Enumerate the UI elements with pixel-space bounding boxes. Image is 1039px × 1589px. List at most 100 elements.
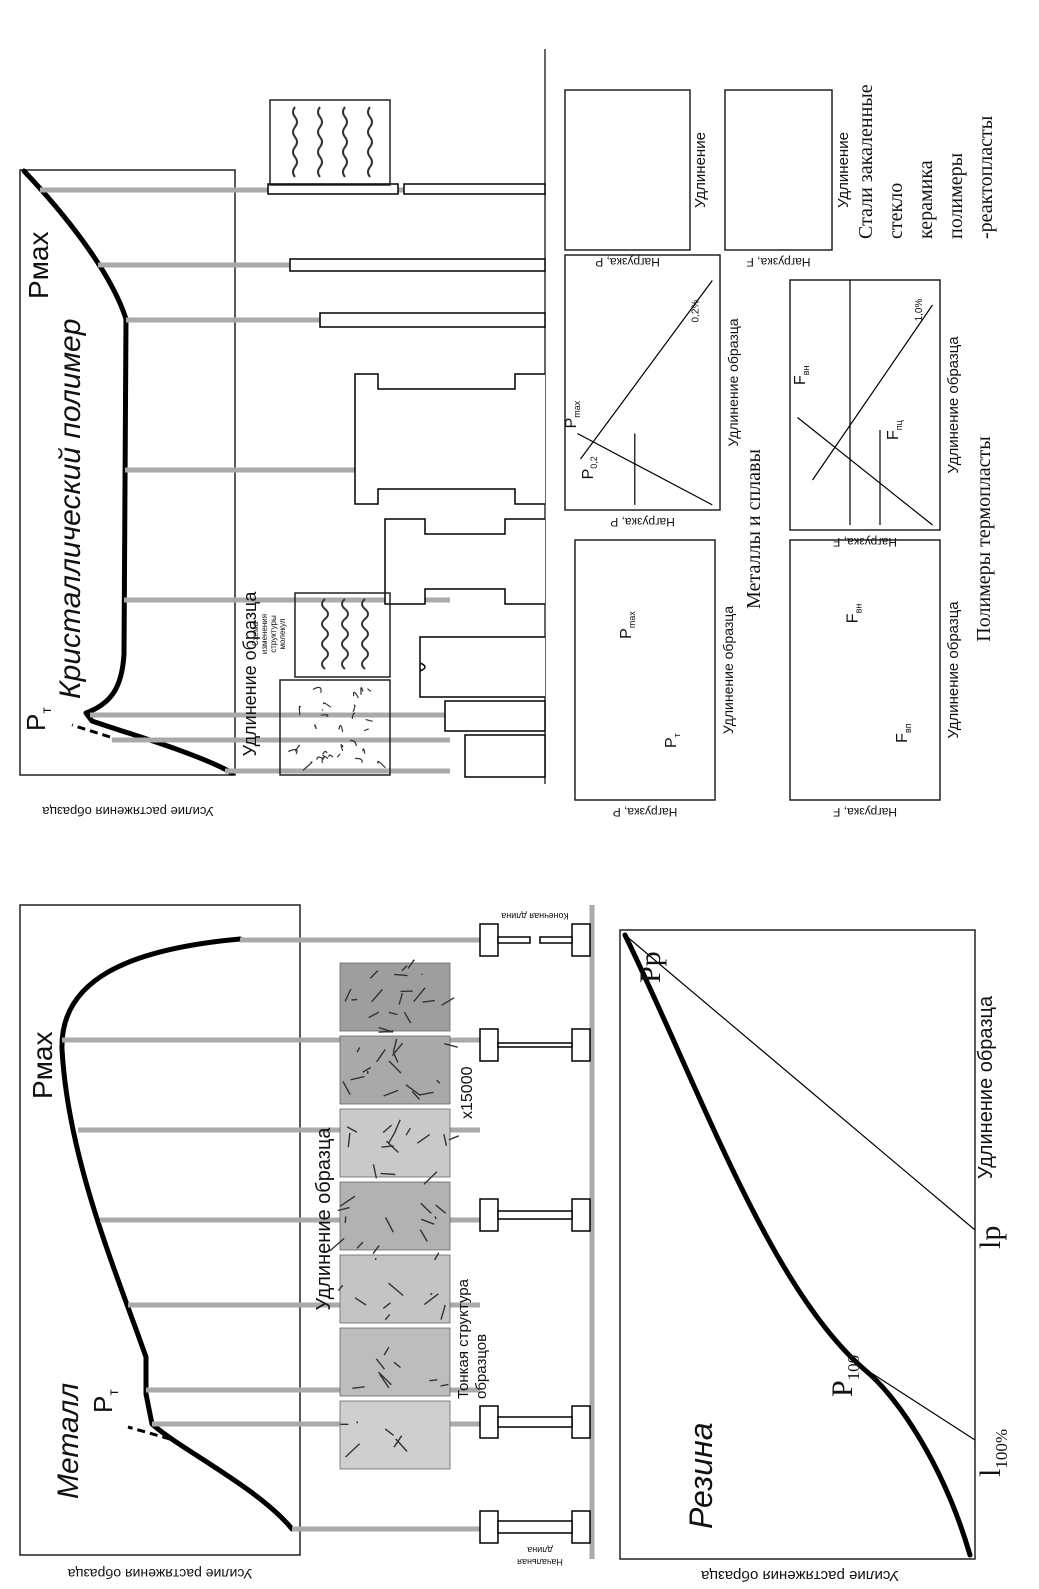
axis-label: Удлинение xyxy=(835,132,852,208)
caption: Конечная длина xyxy=(501,911,568,921)
specimen-shaft xyxy=(498,1043,572,1047)
molecule-chain xyxy=(322,599,328,669)
label-subscript: т xyxy=(672,733,682,737)
axis-label: Удлинение образца xyxy=(945,336,962,474)
label-base: P xyxy=(826,1380,859,1397)
small-chart-frame xyxy=(790,540,940,800)
label-base: Р xyxy=(21,714,51,731)
label-subscript: т xyxy=(105,1389,121,1396)
rubber-curve xyxy=(625,935,970,1555)
label-base: F xyxy=(885,430,902,440)
axis-label: Удлинение образца xyxy=(240,591,260,757)
small-chart-frame xyxy=(565,90,690,250)
point-label: Fпц xyxy=(885,420,904,440)
specimen-grip xyxy=(572,1511,590,1543)
axis-label: Нагрузка, P xyxy=(595,255,660,269)
point-label: Fвн xyxy=(792,365,811,385)
group-label: полимеры xyxy=(945,153,967,239)
specimen-grip xyxy=(572,1406,590,1438)
specimen-grip xyxy=(480,924,498,956)
specimen-shaft xyxy=(498,1417,572,1427)
axis-label: Нагрузка, F xyxy=(747,255,811,269)
caption: образцов xyxy=(473,1334,490,1399)
label-subscript: 100 xyxy=(844,1355,863,1381)
specimen xyxy=(290,259,545,271)
axis-label: Нагрузка, F xyxy=(833,805,897,819)
page: { "metal": { "title": "Металл", "yield":… xyxy=(0,0,1039,1589)
group-label: стекло xyxy=(885,183,907,239)
label-subscript: 0,2 xyxy=(589,456,599,469)
axis-label: Нагрузка, F xyxy=(833,535,897,549)
caption: изменения xyxy=(260,614,269,654)
specimen xyxy=(320,313,545,327)
axis-label: Удлинение образца xyxy=(975,995,997,1179)
specimen xyxy=(420,637,545,697)
structure-box xyxy=(280,680,390,775)
point-label: 0,2% xyxy=(690,300,701,323)
figure: Металл Рт Рмах Усилие растяжения образца Удл… xyxy=(0,0,1039,1589)
point-label: Fвп xyxy=(894,723,913,743)
molecule-chain xyxy=(343,107,347,177)
specimen xyxy=(404,184,545,194)
caption: структуры xyxy=(269,615,278,653)
specimen-grip xyxy=(480,1511,498,1543)
label-base: P xyxy=(618,628,635,639)
point-label: Pp xyxy=(634,951,667,983)
point-label: Fвн xyxy=(845,604,864,624)
point-label: 1,0% xyxy=(914,298,925,321)
caption: молекул xyxy=(278,618,287,649)
point-label: Pт xyxy=(663,733,682,748)
specimen-grip xyxy=(480,1406,498,1438)
point-label: l100% xyxy=(974,1429,1011,1477)
specimen-shaft xyxy=(498,1211,572,1219)
axis-label: Удлинение образца xyxy=(725,318,741,446)
label-base: P xyxy=(580,469,597,480)
max-label: Рмах xyxy=(27,1032,58,1100)
specimen-shaft xyxy=(498,1521,572,1533)
specimen-grip xyxy=(572,1199,590,1231)
small-chart-frame xyxy=(575,540,715,800)
secant xyxy=(862,1367,975,1440)
axis-label: Нагрузка, P xyxy=(613,805,678,819)
molecule-chain xyxy=(368,107,372,177)
label-subscript: вн xyxy=(801,365,811,375)
point-label: P100 xyxy=(826,1355,863,1397)
panel-title: Резина xyxy=(683,1423,719,1530)
specimen-grip xyxy=(572,924,590,956)
micrograph xyxy=(340,1109,450,1177)
label-base: P xyxy=(663,737,680,748)
molecule-chain xyxy=(318,107,322,177)
molecule-chain xyxy=(342,599,348,669)
caption: x15000 xyxy=(459,1066,476,1119)
specimen xyxy=(445,701,545,731)
rubber-frame xyxy=(620,930,975,1559)
panel-title: Металл xyxy=(52,1383,85,1499)
yield-label: Рт xyxy=(21,707,54,731)
caption: Тонкая структура xyxy=(455,1278,472,1399)
label-subscript: пц xyxy=(894,420,904,430)
specimen-grip xyxy=(480,1029,498,1061)
caption: Схема xyxy=(251,621,260,646)
label-subscript: max xyxy=(627,611,637,629)
molecule-chain xyxy=(293,107,297,177)
micrograph xyxy=(340,1401,450,1469)
axis-label: Нагрузка, P xyxy=(610,515,675,529)
label-subscript: вн xyxy=(854,604,864,614)
specimen xyxy=(465,735,545,777)
point-label: P0,2 xyxy=(580,456,599,479)
axis-label: Усилие растяжения образца xyxy=(42,804,214,819)
micrograph xyxy=(340,1328,450,1396)
point-label: lp xyxy=(974,1226,1007,1249)
panel-title: Кристаллический полимер xyxy=(54,319,87,699)
molecule-chain xyxy=(362,599,368,669)
axis-label: Удлинение образца xyxy=(720,606,736,734)
landscape: Металл Рт Рмах Усилие растяжения образца Удл… xyxy=(20,49,1011,1584)
label-base: F xyxy=(792,375,809,385)
axis-label: Удлинение xyxy=(692,132,709,208)
axis-label: Усилие растяжения образца xyxy=(67,1566,252,1582)
group-label: Стали закаленные xyxy=(855,84,877,239)
point-label: Pmax xyxy=(618,611,637,639)
axis-label: Удлинение образца xyxy=(945,601,962,739)
axis-label: Удлинение образца xyxy=(313,1127,335,1311)
label-subscript: max xyxy=(572,400,582,418)
